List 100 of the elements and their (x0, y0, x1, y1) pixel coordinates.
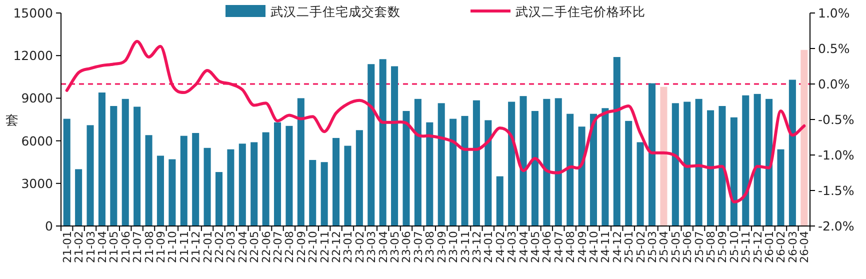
bar (578, 126, 586, 226)
bar (414, 98, 422, 226)
y-tick-label: 6000 (21, 133, 54, 148)
x-tick-label: 23-02 (353, 231, 366, 263)
y2-tick-label: -1.5% (818, 183, 854, 198)
x-tick-label: 21-07 (131, 231, 144, 263)
bar (472, 100, 480, 226)
bar (660, 86, 668, 226)
x-tick-label: 21-05 (108, 231, 121, 263)
y2-tick-label: 0.5% (818, 41, 850, 56)
x-tick-label: 23-12 (470, 231, 484, 263)
y-tick-label: 9000 (21, 90, 54, 106)
x-tick-label: 23-03 (365, 231, 378, 263)
x-tick-label: 25-03 (646, 231, 660, 263)
bar (718, 106, 726, 226)
x-tick-label: 24-04 (517, 231, 530, 263)
x-tick-label: 24-05 (528, 231, 542, 263)
bar (215, 172, 223, 226)
bar (602, 108, 609, 226)
bar (590, 114, 598, 226)
x-tick-label: 23-11 (458, 231, 472, 263)
bar (566, 114, 574, 226)
x-tick-label: 21-03 (84, 231, 98, 263)
bar (356, 130, 363, 226)
y2-tick-label: 0.0% (818, 76, 850, 92)
x-tick-label: 26-03 (786, 231, 800, 263)
legend-label: 武汉二手住宅价格环比 (516, 4, 646, 19)
bar (788, 80, 796, 226)
bar (754, 94, 761, 226)
x-tick-label: 22-11 (318, 231, 332, 263)
bar (309, 160, 316, 226)
bar (450, 118, 457, 226)
y2-tick-label: -2.0% (818, 218, 854, 234)
x-tick-label: 23-06 (400, 231, 414, 263)
y2-tick-label: -1.0% (818, 148, 854, 162)
bar (543, 98, 550, 226)
bar (684, 102, 691, 226)
x-tick-label: 21-01 (60, 231, 74, 263)
x-tick-label: 23-07 (412, 231, 425, 263)
x-tick-label: 21-12 (190, 231, 203, 263)
x-tick-label: 22-10 (306, 231, 320, 263)
bar (156, 156, 164, 226)
bar (800, 50, 808, 226)
y-tick-label: 0 (45, 218, 54, 234)
bar (63, 118, 70, 226)
bar (625, 120, 632, 226)
bar (297, 98, 304, 226)
x-tick-label: 21-10 (166, 231, 180, 263)
y-tick-label: 15000 (13, 6, 54, 20)
x-tick-label: 26-04 (798, 231, 812, 263)
bar (613, 57, 620, 226)
x-tick-label: 24-02 (494, 231, 507, 263)
x-tick-label: 21-11 (178, 231, 191, 263)
x-tick-label: 24-07 (552, 231, 566, 263)
bar (75, 169, 82, 226)
bar (332, 138, 340, 226)
bar (508, 102, 516, 226)
bar (110, 106, 118, 226)
x-tick-label: 21-02 (72, 231, 86, 263)
x-tick-label: 23-04 (376, 231, 390, 263)
bar (461, 116, 468, 226)
y-tick-label: 12000 (13, 48, 54, 64)
bar (368, 64, 375, 226)
x-tick-label: 25-05 (669, 231, 682, 263)
x-tick-label: 24-03 (506, 231, 519, 263)
bar (777, 149, 784, 226)
bar (122, 98, 129, 226)
x-tick-label: 24-09 (576, 231, 589, 263)
x-tick-label: 25-10 (728, 231, 741, 263)
bar (379, 59, 386, 226)
bar (180, 136, 188, 226)
x-tick-label: 26-02 (774, 231, 788, 263)
bar (227, 149, 234, 226)
bar (438, 103, 445, 226)
bar (86, 125, 94, 226)
bar (484, 120, 492, 226)
bar (391, 66, 398, 226)
legend-label: 武汉二手住宅成交套数 (270, 4, 400, 19)
bar (672, 103, 679, 226)
bar (496, 176, 504, 226)
bar (707, 110, 714, 226)
bar (204, 148, 211, 226)
x-tick-label: 22-06 (260, 231, 273, 263)
bar (320, 162, 328, 226)
x-tick-label: 22-01 (201, 231, 214, 263)
bar (554, 98, 562, 226)
bar (520, 96, 527, 226)
bar (730, 117, 738, 226)
bar (695, 98, 702, 226)
bar (145, 135, 152, 226)
y2-tick-label: -0.5% (818, 112, 854, 127)
bar (98, 92, 106, 226)
x-tick-label: 25-04 (658, 231, 671, 263)
y-tick-label: 3000 (21, 176, 54, 191)
x-tick-label: 25-09 (716, 231, 730, 263)
x-tick-label: 22-05 (248, 231, 262, 263)
x-tick-label: 24-10 (587, 231, 600, 263)
x-tick-label: 26-01 (763, 231, 776, 263)
bar (262, 132, 270, 226)
x-tick-label: 24-11 (599, 231, 612, 263)
